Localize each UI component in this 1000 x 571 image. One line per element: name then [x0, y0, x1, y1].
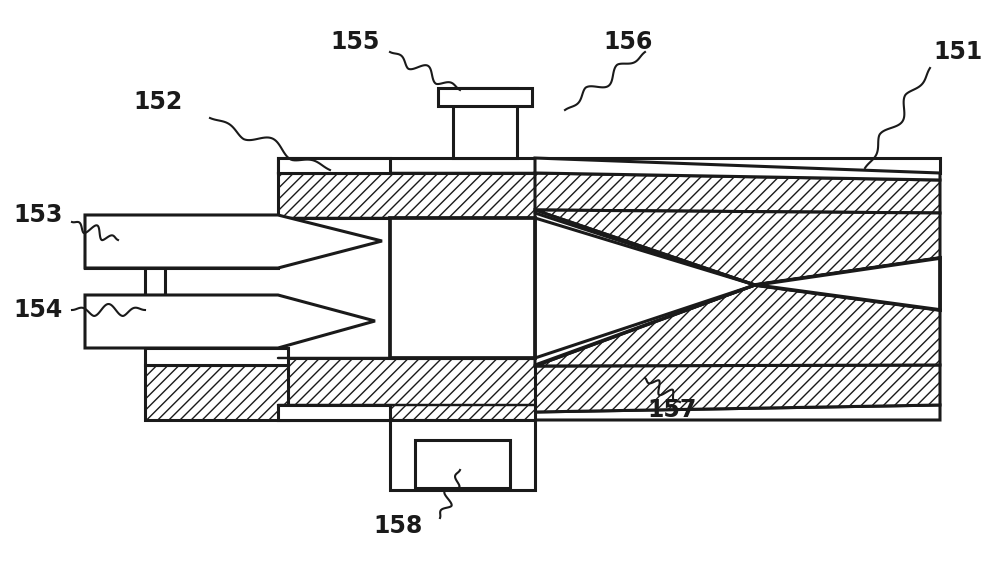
Polygon shape: [535, 158, 940, 180]
Text: 153: 153: [13, 203, 63, 227]
Polygon shape: [390, 218, 535, 358]
Text: 158: 158: [373, 514, 423, 538]
Polygon shape: [453, 88, 517, 158]
Polygon shape: [85, 215, 382, 268]
Polygon shape: [755, 258, 940, 310]
Polygon shape: [85, 295, 375, 348]
Polygon shape: [278, 158, 940, 173]
Polygon shape: [390, 420, 535, 490]
Polygon shape: [278, 358, 535, 420]
Polygon shape: [145, 268, 165, 295]
Text: 154: 154: [13, 298, 63, 322]
Polygon shape: [278, 158, 390, 173]
Polygon shape: [145, 365, 288, 420]
Text: 157: 157: [647, 398, 697, 422]
Text: 156: 156: [603, 30, 653, 54]
Polygon shape: [755, 258, 940, 310]
Polygon shape: [535, 365, 940, 412]
Polygon shape: [535, 210, 755, 366]
Polygon shape: [278, 405, 940, 420]
Polygon shape: [535, 173, 940, 213]
Polygon shape: [438, 88, 532, 106]
Polygon shape: [535, 285, 940, 366]
Polygon shape: [535, 210, 940, 285]
Polygon shape: [85, 215, 278, 227]
Text: 155: 155: [330, 30, 380, 54]
Polygon shape: [85, 256, 278, 268]
Polygon shape: [278, 405, 390, 420]
Polygon shape: [278, 173, 535, 218]
Text: 152: 152: [133, 90, 183, 114]
Polygon shape: [415, 440, 510, 488]
Polygon shape: [145, 348, 288, 365]
Text: 151: 151: [933, 40, 983, 64]
